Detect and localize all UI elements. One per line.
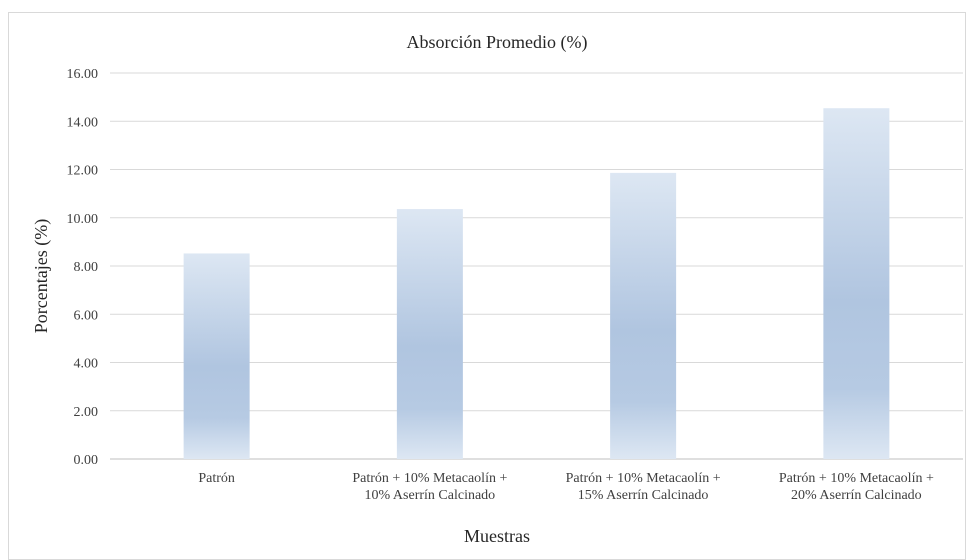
bars <box>183 108 890 459</box>
bar <box>396 209 463 459</box>
x-category-label: Patrón + 10% Metacaolín + <box>352 471 507 486</box>
y-tick-label: 14.00 <box>67 115 99 130</box>
bar <box>823 108 890 459</box>
x-category-label: 20% Aserrín Calcinado <box>791 488 922 503</box>
x-category-label: 15% Aserrín Calcinado <box>578 488 709 503</box>
bar <box>610 172 677 459</box>
bar <box>183 253 250 459</box>
y-tick-label: 12.00 <box>67 164 99 179</box>
y-tick-label: 10.00 <box>67 212 99 227</box>
chart-title: Absorción Promedio (%) <box>407 32 588 53</box>
y-tick-label: 4.00 <box>74 357 99 372</box>
y-tick-label: 2.00 <box>74 405 99 420</box>
x-axis-title: Muestras <box>464 526 530 546</box>
y-tick-label: 16.00 <box>67 67 99 82</box>
chart-frame <box>8 12 966 560</box>
y-tick-labels: 0.00 2.00 4.00 6.00 8.00 10.00 12.00 14.00 16.00 <box>67 67 99 468</box>
y-tick-label: 0.00 <box>74 453 99 468</box>
x-category-label: Patrón <box>198 471 235 486</box>
x-category-labels: Patrón Patrón + 10% Metacaolín + 10% Aserr… <box>198 471 934 503</box>
y-axis-title: Porcentajes (%) <box>31 219 52 333</box>
x-category-label: Patrón + 10% Metacaolín + <box>779 471 934 486</box>
x-category-label: Patrón + 10% Metacaolín + <box>566 471 721 486</box>
x-category-label: 10% Aserrín Calcinado <box>365 488 496 503</box>
gridlines <box>110 72 963 460</box>
y-tick-label: 8.00 <box>74 260 99 275</box>
y-tick-label: 6.00 <box>74 308 99 323</box>
